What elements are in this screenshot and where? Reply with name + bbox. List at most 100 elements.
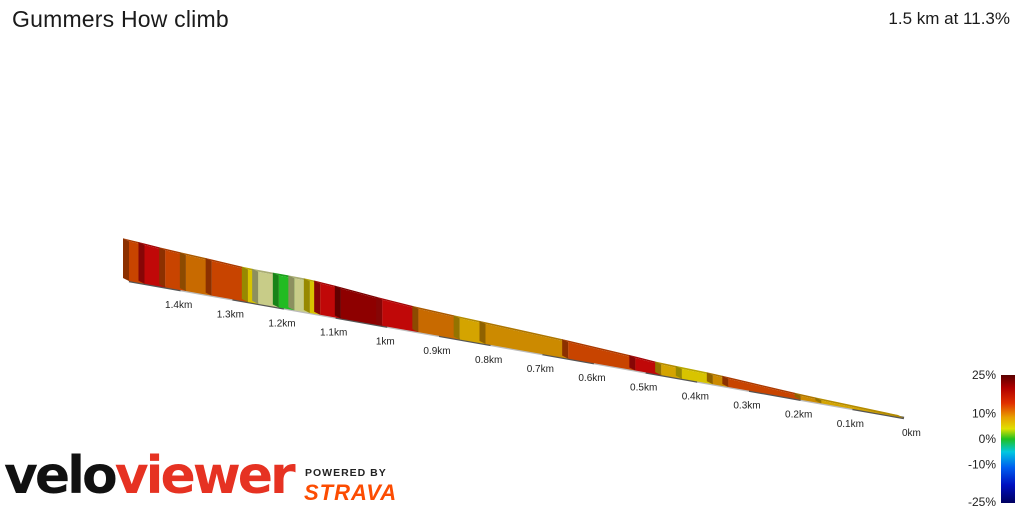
- powered-by-label: POWERED BY: [305, 467, 387, 479]
- distance-bar-band: [852, 407, 905, 420]
- legend-label: -25%: [968, 495, 996, 509]
- tick-label: 0.8km: [475, 355, 502, 366]
- logo-viewer: viewer: [114, 446, 296, 506]
- segment-side-face: [722, 375, 729, 387]
- climb-summary: 1.5 km at 11.3%: [888, 9, 1010, 28]
- segment-top-face: [562, 339, 636, 358]
- distance-bar-band: [283, 307, 336, 319]
- segment-front-face: [821, 400, 904, 418]
- segment-side-face: [706, 372, 713, 385]
- segment-side-face: [562, 339, 569, 359]
- strava-logo: STRAVA: [304, 480, 398, 505]
- gradient-segment: [794, 392, 822, 404]
- tick-label: 0.1km: [837, 419, 864, 430]
- gradient-segment: [562, 339, 636, 371]
- segment-front-face: [681, 368, 713, 385]
- segment-top-face: [138, 242, 166, 251]
- segment-side-face: [303, 278, 310, 313]
- tick-label: 0.9km: [423, 346, 450, 357]
- segment-side-face: [412, 305, 419, 333]
- gradient-segment: [376, 296, 419, 333]
- gradient-segments: [123, 238, 904, 418]
- legend-label: -10%: [968, 458, 996, 472]
- tick-label: 1.3km: [217, 309, 244, 320]
- distance-bar-band: [645, 371, 698, 383]
- segment-side-face: [241, 266, 248, 303]
- segment-front-face: [635, 357, 662, 376]
- gradient-segment: [675, 365, 713, 385]
- segment-side-face: [123, 238, 129, 281]
- distance-bar-band: [748, 389, 801, 401]
- distance-bar-band: [697, 380, 750, 392]
- segment-front-face: [485, 323, 569, 359]
- segment-top-face: [412, 305, 460, 319]
- segment-side-face: [205, 258, 212, 296]
- segment-side-face: [159, 247, 166, 288]
- legend-label: 0%: [979, 432, 997, 446]
- segment-front-face: [185, 255, 212, 296]
- veloviewer-logo: veloviewer: [4, 446, 296, 506]
- segment-front-face: [211, 261, 248, 303]
- segment-front-face: [568, 342, 636, 371]
- tick-label: 0.2km: [785, 410, 812, 421]
- segment-side-face: [453, 315, 460, 340]
- gradient-segment: [412, 305, 460, 340]
- logo-velo: velo: [4, 446, 118, 506]
- gradient-legend: 25% 10% 0% -10% -25%: [968, 368, 1015, 509]
- segment-top-face: [252, 268, 279, 276]
- segment-top-face: [675, 365, 713, 376]
- page-title: Gummers How climb: [12, 6, 229, 32]
- segment-side-face: [288, 275, 295, 311]
- tick-label: 1km: [376, 337, 395, 348]
- segment-side-face: [794, 392, 801, 400]
- segment-side-face: [334, 285, 341, 319]
- gradient-segment: [629, 354, 662, 376]
- segment-top-face: [794, 392, 822, 401]
- segment-top-face: [334, 285, 383, 300]
- segment-top-face: [629, 354, 662, 365]
- segment-top-face: [655, 361, 682, 369]
- segment-front-face: [728, 378, 801, 400]
- segment-top-face: [376, 296, 419, 309]
- tick-label: 0.3km: [733, 401, 760, 412]
- distance-bar-band: [542, 352, 595, 365]
- gradient-segment: [205, 258, 248, 303]
- gradient-segment: [722, 375, 801, 400]
- tick-label: 0.7km: [527, 364, 554, 375]
- segment-front-face: [382, 299, 419, 333]
- segment-side-face: [314, 280, 321, 315]
- segment-top-face: [159, 247, 186, 256]
- tick-label: 0.6km: [578, 373, 605, 384]
- gradient-segment: [334, 285, 383, 326]
- tick-label: 0.4km: [682, 391, 709, 402]
- legend-label: 10%: [972, 406, 996, 420]
- tick-label: 1.2km: [268, 318, 295, 329]
- segment-side-face: [629, 354, 636, 371]
- segment-top-face: [314, 280, 341, 289]
- tick-label: 0.5km: [630, 382, 657, 393]
- gradient-segment: [479, 320, 569, 359]
- distance-tick-labels: 1.4km 1.3km 1.2km 1.1km 1km 0.9km 0.8km 0.7km 0.…: [165, 300, 921, 439]
- segment-side-face: [815, 397, 822, 404]
- gradient-segment: [815, 397, 904, 418]
- segment-front-face: [340, 288, 383, 326]
- segment-top-face: [453, 315, 486, 324]
- tick-label: 1.4km: [165, 300, 192, 311]
- segment-side-face: [252, 268, 259, 304]
- segment-side-face: [376, 296, 383, 326]
- segment-side-face: [179, 252, 186, 292]
- tick-label: 0km: [902, 428, 921, 439]
- legend-color-bar: [1001, 375, 1015, 503]
- tick-label: 1.1km: [320, 328, 347, 339]
- gradient-segment: [179, 252, 212, 296]
- segment-top-face: [815, 397, 904, 418]
- segment-side-face: [138, 242, 145, 284]
- gradient-segment: [453, 315, 486, 345]
- legend-label: 25%: [972, 368, 996, 382]
- segment-top-face: [722, 375, 801, 396]
- segment-front-face: [459, 318, 486, 345]
- segment-top-face: [179, 252, 212, 262]
- segment-side-face: [272, 272, 279, 308]
- segment-front-face: [418, 308, 460, 340]
